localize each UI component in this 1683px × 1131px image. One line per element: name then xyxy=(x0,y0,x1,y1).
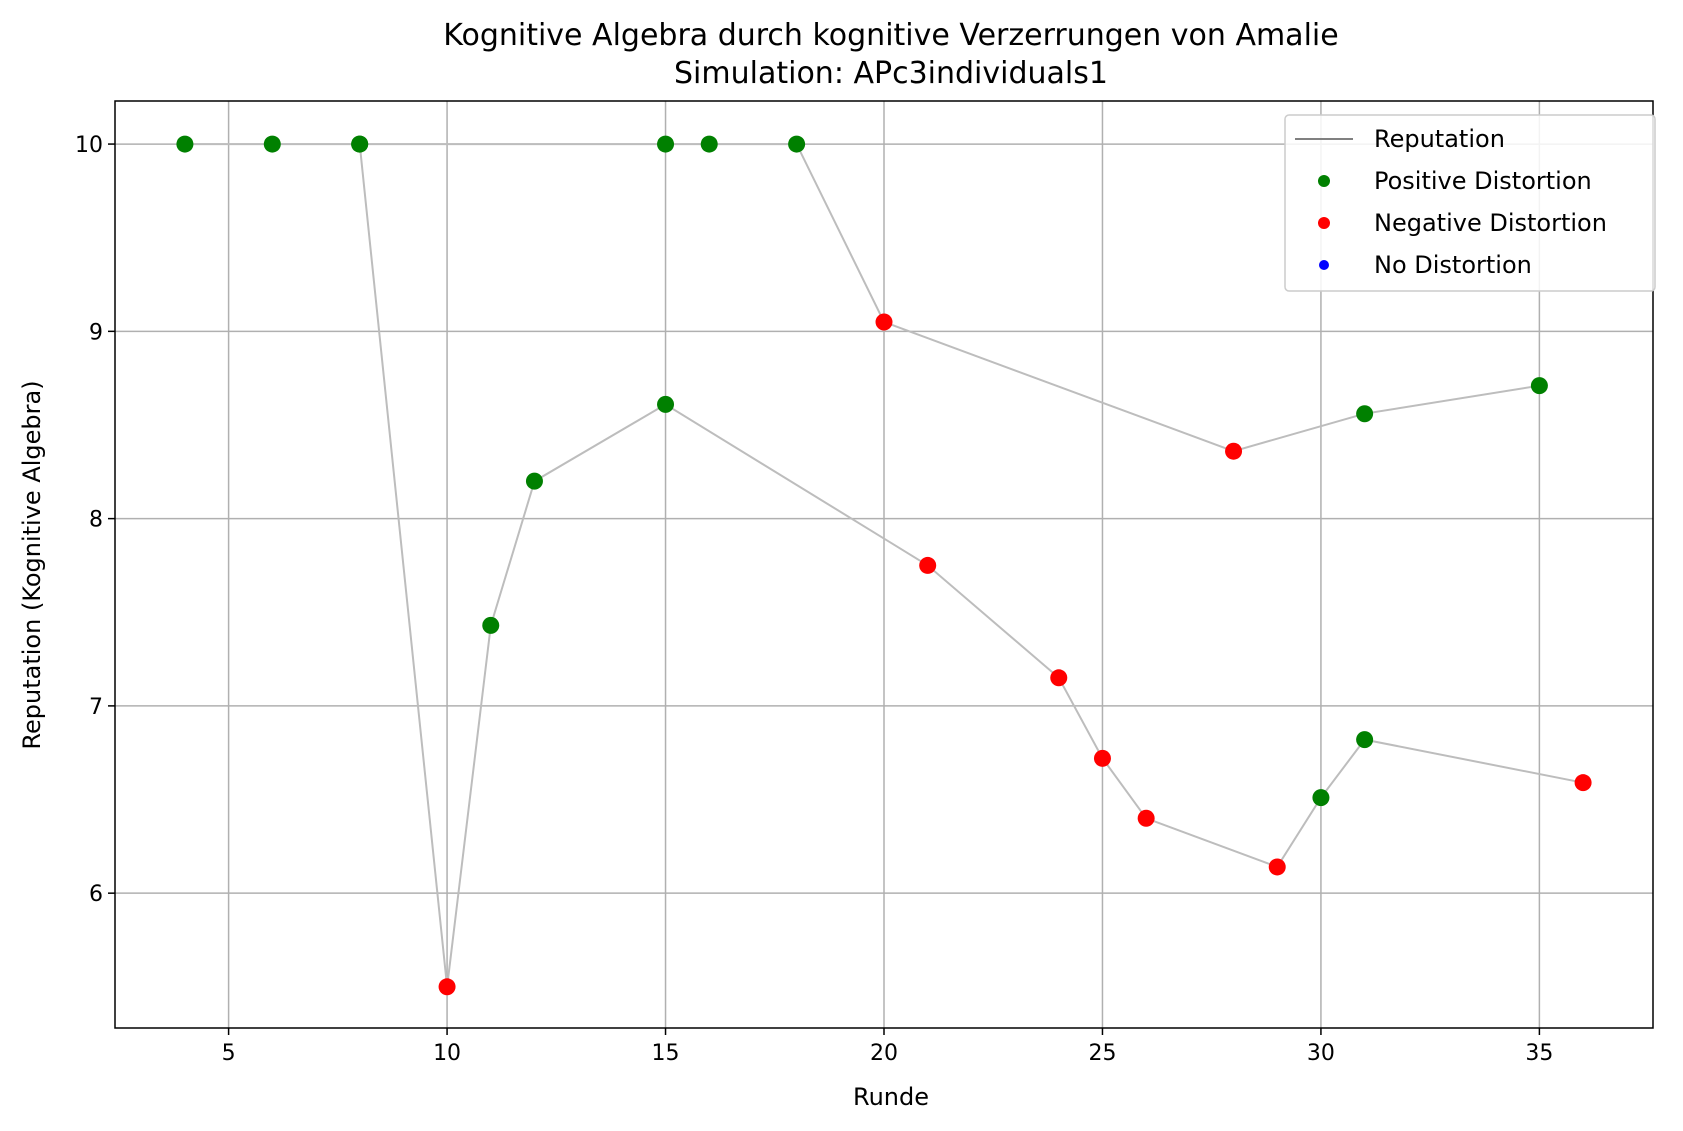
x-tick-label: 30 xyxy=(1307,1041,1335,1066)
negative-distortion-point xyxy=(438,978,456,996)
negative-distortion-point xyxy=(1574,774,1592,792)
y-tick-label: 7 xyxy=(89,695,103,720)
x-tick-label: 10 xyxy=(433,1041,461,1066)
legend-label: Negative Distortion xyxy=(1374,209,1607,237)
positive-distortion-point xyxy=(263,135,281,153)
legend-label: Reputation xyxy=(1374,125,1505,153)
x-tick-label: 15 xyxy=(652,1041,680,1066)
chart-subtitle: Simulation: APc3individuals1 xyxy=(674,56,1108,91)
negative-distortion-point xyxy=(1050,669,1068,687)
positive-distortion-point xyxy=(351,135,369,153)
positive-distortion-point xyxy=(1312,789,1330,807)
y-tick-label: 10 xyxy=(75,133,103,158)
negative-distortion-point xyxy=(875,313,893,331)
y-axis-label: Reputation (Kognitive Algebra) xyxy=(18,380,46,749)
negative-distortion-point xyxy=(919,556,937,574)
legend-box xyxy=(1284,114,1656,292)
data-points xyxy=(176,135,1592,996)
chart-title: Kognitive Algebra durch kognitive Verzer… xyxy=(443,18,1338,53)
x-axis-label: Runde xyxy=(853,1083,929,1111)
positive-distortion-point xyxy=(788,135,806,153)
legend-dot-swatch xyxy=(1318,175,1330,187)
y-tick-label: 8 xyxy=(89,508,103,533)
positive-distortion-point xyxy=(1356,405,1374,423)
negative-distortion-point xyxy=(1268,858,1286,876)
x-tick-label: 35 xyxy=(1525,1041,1553,1066)
legend-label: Positive Distortion xyxy=(1374,167,1592,195)
negative-distortion-point xyxy=(1093,749,1111,767)
y-tick-label: 6 xyxy=(89,882,103,907)
legend-dot-swatch xyxy=(1318,217,1330,229)
positive-distortion-point xyxy=(657,395,675,413)
negative-distortion-point xyxy=(1225,442,1243,460)
x-tick-label: 25 xyxy=(1088,1041,1116,1066)
positive-distortion-point xyxy=(176,135,194,153)
positive-distortion-point xyxy=(482,616,500,634)
ticks: 5 10 15 20 25 30 35 6 7 8 9 10 xyxy=(75,133,1553,1066)
x-tick-label: 20 xyxy=(870,1041,898,1066)
negative-distortion-point xyxy=(1137,809,1155,827)
positive-distortion-point xyxy=(525,472,543,490)
legend: Reputation Positive Distortion Negative Di… xyxy=(1284,114,1656,292)
positive-distortion-point xyxy=(1530,377,1548,395)
positive-distortion-point xyxy=(700,135,718,153)
positive-distortion-point xyxy=(657,135,675,153)
reputation-line xyxy=(184,143,1540,453)
legend-label: No Distortion xyxy=(1374,251,1532,279)
legend-dot-swatch xyxy=(1319,260,1329,270)
x-tick-label: 5 xyxy=(222,1041,236,1066)
positive-distortion-point xyxy=(1356,731,1374,749)
y-tick-label: 9 xyxy=(89,320,103,345)
